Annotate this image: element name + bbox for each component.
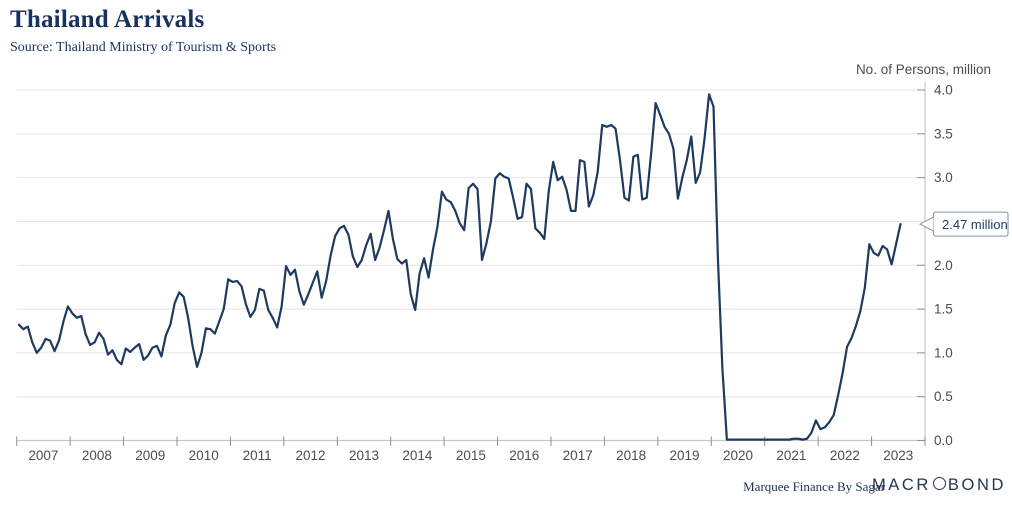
x-tick-label: 2009 xyxy=(135,448,165,463)
x-tick-label: 2017 xyxy=(563,448,593,463)
x-tick-label: 2020 xyxy=(723,448,753,463)
x-tick-label: 2016 xyxy=(509,448,539,463)
x-tick-label: 2023 xyxy=(883,448,913,463)
y-tick-label: 1.5 xyxy=(934,302,953,317)
page-title: Thailand Arrivals xyxy=(10,6,205,33)
callout-arrow xyxy=(918,216,934,232)
x-tick-label: 2013 xyxy=(349,448,379,463)
y-tick-label: 0.5 xyxy=(934,389,953,404)
y-tick-label: 4.0 xyxy=(934,83,953,98)
x-tick-label: 2014 xyxy=(402,448,433,463)
x-tick-label: 2007 xyxy=(28,448,58,463)
macrobond-logo-pre: MACR xyxy=(871,476,931,494)
x-tick-label: 2018 xyxy=(616,448,646,463)
x-tick-label: 2022 xyxy=(830,448,860,463)
x-tick-label: 2021 xyxy=(776,448,806,463)
source-subtitle: Source: Thailand Ministry of Tourism & S… xyxy=(10,40,277,55)
y-axis-unit-label: No. of Persons, million xyxy=(855,62,991,77)
macrobond-logo: MACR BOND xyxy=(872,476,1006,495)
x-tick-label: 2015 xyxy=(456,448,486,463)
macrobond-logo-post: BOND xyxy=(947,476,1006,494)
x-tick-label: 2011 xyxy=(243,448,272,463)
y-tick-label: 3.5 xyxy=(934,126,953,141)
y-tick-label: 3.0 xyxy=(934,170,953,185)
y-tick-label: 0.0 xyxy=(934,433,953,448)
footer-credit: Marquee Finance By Sagar xyxy=(743,479,885,494)
x-tick-label: 2012 xyxy=(296,448,326,463)
callout-label: 2.47 million xyxy=(942,217,1008,232)
macrobond-logo-o-icon xyxy=(932,477,946,490)
y-tick-label: 1.0 xyxy=(934,345,953,360)
y-tick-label: 2.0 xyxy=(934,258,953,273)
x-tick-label: 2019 xyxy=(670,448,700,463)
x-tick-label: 2010 xyxy=(189,448,219,463)
x-tick-label: 2008 xyxy=(82,448,112,463)
arrivals-line xyxy=(17,93,902,441)
